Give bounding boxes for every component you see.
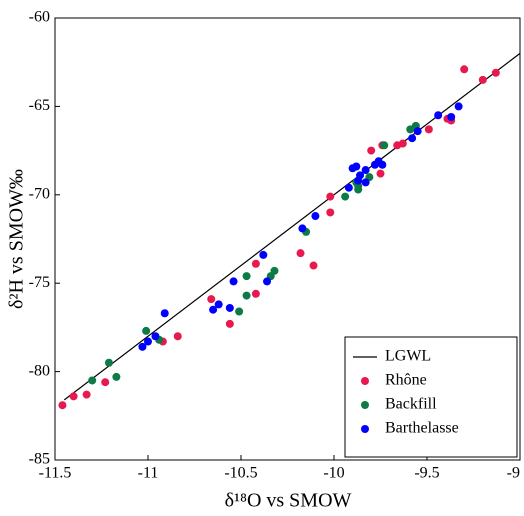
- y-tick-label: -80: [29, 362, 50, 379]
- scatter-point: [326, 208, 335, 217]
- scatter-point: [142, 326, 151, 335]
- reference-line: [63, 52, 521, 401]
- scatter-point: [82, 390, 91, 399]
- scatter-point: [376, 169, 385, 178]
- scatter-point: [352, 162, 361, 171]
- scatter-point: [151, 332, 160, 341]
- scatter-point: [58, 401, 67, 410]
- legend-marker: [361, 425, 369, 433]
- y-tick-label: -85: [29, 451, 50, 468]
- scatter-point: [259, 250, 268, 259]
- scatter-point: [367, 146, 376, 155]
- scatter-point: [408, 134, 417, 143]
- scatter-point: [242, 272, 251, 281]
- legend-marker: [361, 401, 369, 409]
- scatter-point: [344, 183, 353, 192]
- scatter-point: [251, 289, 260, 298]
- scatter-point: [354, 185, 363, 194]
- scatter-point: [326, 192, 335, 201]
- scatter-point: [341, 192, 350, 201]
- legend-label: Rhône: [385, 372, 427, 389]
- scatter-point: [88, 376, 97, 385]
- x-tick-label: -10: [323, 465, 344, 482]
- scatter-point: [361, 178, 370, 187]
- scatter-point: [491, 68, 500, 77]
- scatter-point: [235, 307, 244, 316]
- plot-frame: [54, 17, 521, 461]
- scatter-point: [229, 277, 238, 286]
- legend-label: LGWL: [385, 348, 431, 365]
- scatter-point: [378, 160, 387, 169]
- scatter-point: [112, 372, 121, 381]
- y-tick-label: -70: [29, 185, 50, 202]
- scatter-point: [398, 139, 407, 148]
- scatter-point: [104, 358, 113, 367]
- scatter-point: [361, 166, 370, 175]
- scatter-point: [311, 212, 320, 221]
- scatter-point: [160, 309, 169, 318]
- legend-marker: [361, 377, 369, 385]
- scatter-point: [478, 75, 487, 84]
- y-axis-label: δ²H vs SMOW‰: [6, 169, 28, 309]
- scatter-point: [69, 392, 78, 401]
- scatter-point: [354, 176, 363, 185]
- scatter-point: [214, 300, 223, 309]
- scatter-point: [251, 259, 260, 268]
- scatter-point: [380, 141, 389, 150]
- scatter-point: [225, 319, 234, 328]
- scatter-point: [263, 277, 272, 286]
- x-axis-label: δ¹⁸O vs SMOW: [225, 490, 352, 512]
- scatter-point: [424, 125, 433, 134]
- scatter-point: [454, 102, 463, 111]
- y-tick-label: -60: [29, 9, 50, 26]
- x-tick-label: -10.5: [224, 465, 257, 482]
- legend-label: Backfill: [385, 396, 437, 413]
- scatter-point: [413, 127, 422, 136]
- scatter-point: [447, 113, 456, 122]
- scatter-point: [101, 378, 110, 387]
- scatter-point: [460, 65, 469, 74]
- scatter-point: [138, 342, 147, 351]
- legend-label: Barthelasse: [385, 420, 459, 437]
- y-tick-label: -75: [29, 274, 50, 291]
- scatter-point: [209, 305, 218, 314]
- x-tick-label: -11: [138, 465, 159, 482]
- scatter-point: [434, 111, 443, 120]
- scatter-point: [207, 295, 216, 304]
- x-tick-label: -11.5: [39, 465, 72, 482]
- scatter-point: [296, 249, 305, 258]
- scatter-point: [242, 291, 251, 300]
- y-tick-label: -65: [29, 97, 50, 114]
- scatter-point: [225, 303, 234, 312]
- x-tick-label: -9.5: [414, 465, 439, 482]
- scatter-point: [173, 332, 182, 341]
- x-tick-label: -9: [507, 465, 520, 482]
- scatter-point: [309, 261, 318, 270]
- scatter-point: [298, 224, 307, 233]
- scatter-point: [144, 337, 152, 346]
